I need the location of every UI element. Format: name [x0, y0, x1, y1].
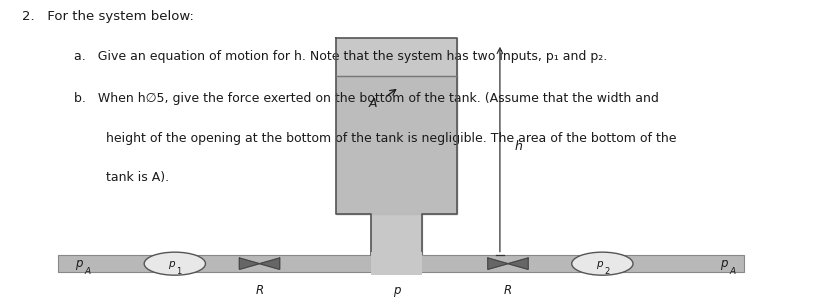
Text: p: p [393, 284, 400, 297]
Text: A: A [729, 267, 735, 276]
Polygon shape [487, 258, 507, 269]
Polygon shape [336, 38, 457, 255]
Bar [370, 252, 422, 275]
Circle shape [571, 252, 633, 275]
Text: R: R [256, 284, 263, 297]
Text: height of the opening at the bottom of the tank is negligible. The area of the b: height of the opening at the bottom of t… [74, 132, 676, 145]
Polygon shape [259, 258, 280, 269]
Circle shape [144, 252, 205, 275]
Polygon shape [336, 76, 457, 214]
Text: p: p [168, 259, 174, 269]
Text: p: p [595, 259, 601, 269]
Text: A: A [368, 97, 376, 110]
Text: tank is A).: tank is A). [74, 171, 169, 184]
Polygon shape [239, 258, 259, 269]
Text: p: p [719, 257, 726, 270]
Text: p: p [74, 257, 82, 270]
Text: 2: 2 [603, 267, 609, 276]
Text: A: A [84, 267, 90, 276]
Text: a.   Give an equation of motion for h. Note that the system has two inputs, p₁ a: a. Give an equation of motion for h. Not… [74, 50, 606, 63]
Bar [58, 255, 743, 272]
Text: 2.   For the system below:: 2. For the system below: [22, 10, 194, 24]
Text: b.   When h∅5, give the force exerted on the bottom of the tank. (Assume that th: b. When h∅5, give the force exerted on t… [74, 92, 658, 105]
Text: h: h [514, 140, 522, 153]
Polygon shape [507, 258, 528, 269]
Text: R: R [504, 284, 511, 297]
Text: 1: 1 [176, 267, 181, 276]
